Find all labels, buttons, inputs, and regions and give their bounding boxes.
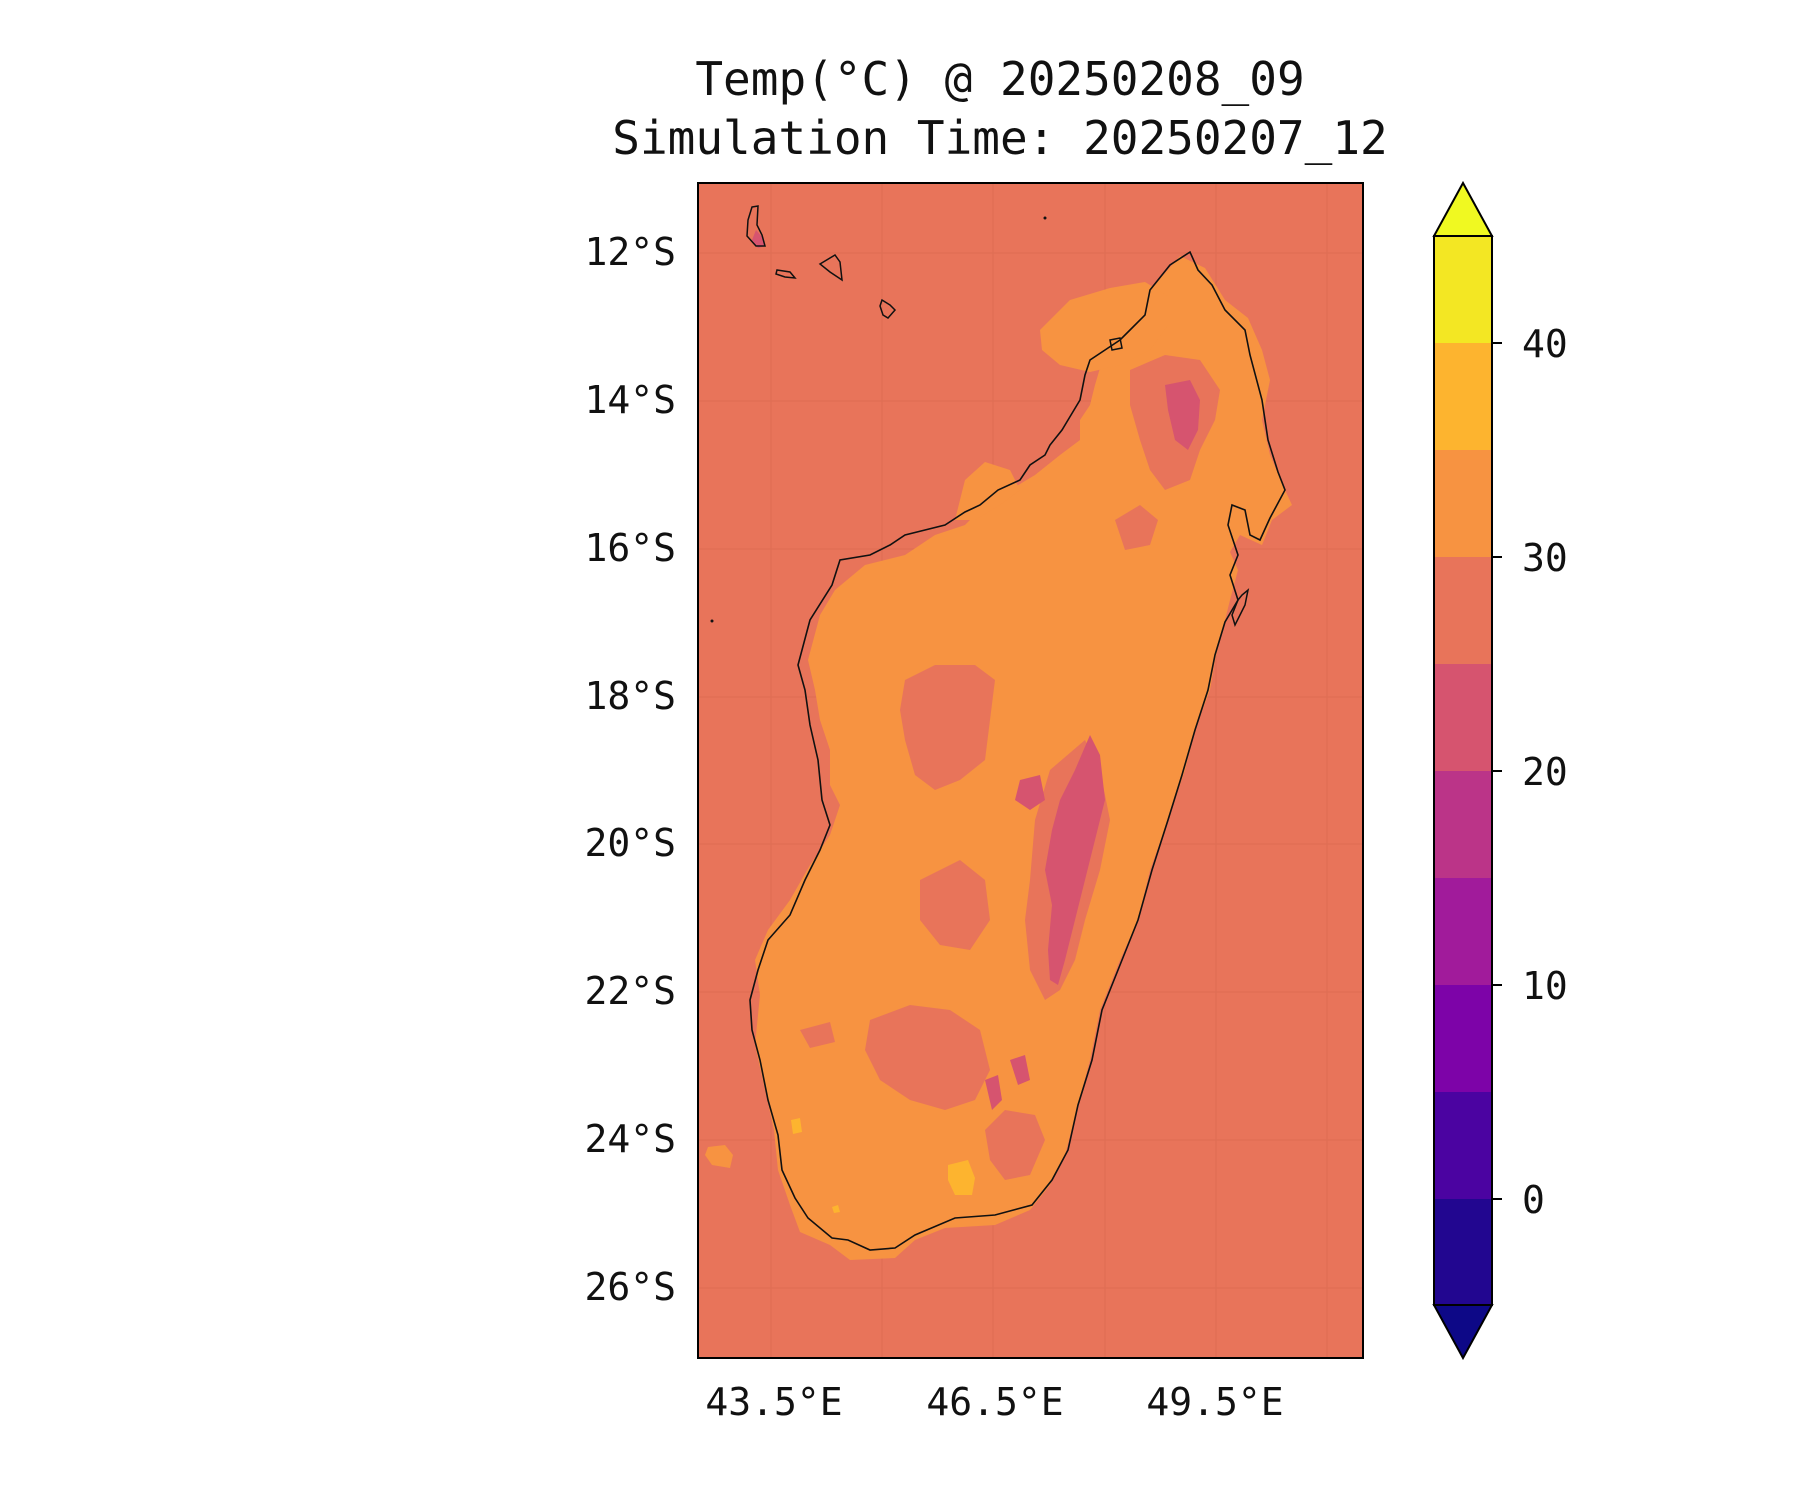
lon-tick-49-5e: 49.5°E <box>1146 1380 1283 1424</box>
colorbar-bin-40-45 <box>1434 236 1492 343</box>
colorbar: 40 30 20 10 0 <box>1432 180 1568 1361</box>
island-anjouan <box>818 254 843 282</box>
colorbar-tick-labels: 40 30 20 10 0 <box>1522 322 1568 1222</box>
colorbar-bin-25-30 <box>1434 557 1492 664</box>
lat-tick-18s: 18°S <box>584 674 676 718</box>
map-panel <box>697 182 1364 1359</box>
map-content <box>698 183 1363 1358</box>
lat-tick-26s: 26°S <box>584 1265 676 1309</box>
lat-tick-20s: 20°S <box>584 821 676 865</box>
lat-tick-24s: 24°S <box>584 1117 676 1161</box>
lon-tick-labels: 43.5°E 46.5°E 49.5°E <box>705 1380 1283 1424</box>
islet-west <box>710 619 714 623</box>
lat-tick-14s: 14°S <box>584 378 676 422</box>
lat-tick-22s: 22°S <box>584 969 676 1013</box>
lon-tick-46-5e: 46.5°E <box>926 1380 1063 1424</box>
colorbar-extend-bottom <box>1432 1304 1494 1361</box>
island-mayotte <box>879 298 897 319</box>
title-line-1: Temp(°C) @ 20250208_09 <box>695 52 1304 106</box>
map-frame <box>697 182 1364 1359</box>
warm-field-land <box>755 256 1292 1260</box>
coastline-madagascar <box>749 250 1286 1251</box>
colorbar-tick-10: 10 <box>1522 964 1568 1008</box>
colorbar-tick-40: 40 <box>1522 322 1568 366</box>
colorbar-bin-20-25 <box>1434 664 1492 771</box>
island-grande-comore <box>746 205 766 247</box>
title-line-2: Simulation Time: 20250207_12 <box>612 111 1387 165</box>
warm-field-sea-southwest <box>705 1145 733 1168</box>
colorbar-tick-0: 0 <box>1522 1178 1545 1222</box>
colorbar-bin-15-20 <box>1434 771 1492 878</box>
colorbar-bin-m5-0 <box>1434 1199 1492 1305</box>
comoros-islands <box>746 205 1250 628</box>
lat-tick-16s: 16°S <box>584 526 676 570</box>
hot-spots <box>791 1118 975 1213</box>
island-sainte-marie <box>1231 588 1250 628</box>
island-moheli <box>775 269 797 279</box>
cool-highland-band <box>752 230 1200 1110</box>
colorbar-bin-35-40 <box>1434 343 1492 450</box>
colorbar-bin-30-35 <box>1434 450 1492 557</box>
colorbar-ticks <box>1492 342 1502 1200</box>
colorbar-extend-top <box>1432 180 1494 237</box>
colorbar-bin-10-15 <box>1434 878 1492 985</box>
colorbar-bin-0-5 <box>1434 1092 1492 1199</box>
lon-tick-43-5e: 43.5°E <box>705 1380 842 1424</box>
warm-field-sea-north <box>1040 282 1168 372</box>
colorbar-bin-5-10 <box>1434 985 1492 1092</box>
islet-north <box>1043 216 1047 220</box>
lat-tick-labels: 12°S 14°S 16°S 18°S 20°S 22°S 24°S 26°S <box>584 230 676 1309</box>
lat-tick-12s: 12°S <box>584 230 676 274</box>
island-nosy-be <box>1109 337 1123 351</box>
colorbar-tick-20: 20 <box>1522 750 1568 794</box>
colorbar-tick-30: 30 <box>1522 536 1568 580</box>
warm-field-sea-northwest <box>955 462 1020 520</box>
